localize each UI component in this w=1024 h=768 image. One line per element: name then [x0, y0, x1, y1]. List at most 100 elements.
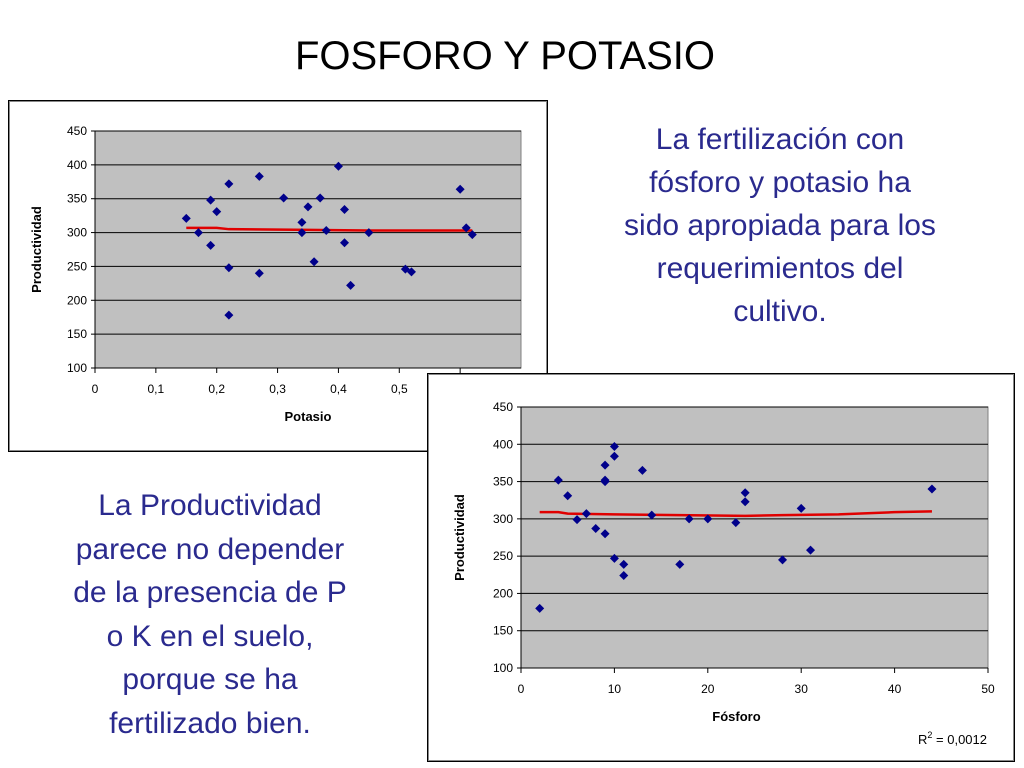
data-point	[703, 514, 713, 524]
potasio-scatter-svg: 100 150 200 250 300 350 400 450 0 0,1 0,2 0,3 0,4 0,5…	[29, 124, 522, 424]
data-point	[333, 161, 343, 171]
y-tick-label: 200	[67, 293, 87, 307]
x-tick-label: 0,2	[208, 382, 225, 396]
x-tick-label: 50	[981, 682, 995, 696]
text-line: La Productividad	[98, 489, 322, 522]
data-point	[455, 184, 465, 194]
trend-line	[539, 510, 932, 518]
x-axis-label: Potasio	[285, 409, 332, 424]
data-point	[806, 545, 816, 555]
data-point	[684, 514, 694, 524]
data-point	[581, 509, 591, 519]
data-point	[406, 267, 416, 277]
data-point	[297, 217, 307, 227]
x-tick-label: 0,3	[269, 382, 286, 396]
data-point	[212, 207, 222, 217]
data-point	[254, 268, 264, 278]
fosforo-scatter-svg: 100 150 200 250 300 350 400 450 0 10 20 30 40 50 Fósfo…	[452, 400, 995, 747]
data-point	[609, 553, 619, 563]
data-point	[303, 202, 313, 212]
text-line: La fertilización con	[655, 123, 905, 156]
x-tick-label: 0	[92, 382, 99, 396]
x-axis-label: Fósforo	[712, 709, 760, 724]
y-tick-label: 150	[67, 327, 87, 341]
data-point	[364, 228, 374, 238]
data-point	[340, 205, 350, 215]
x-tick-label: 10	[608, 682, 622, 696]
data-point	[740, 488, 750, 498]
slide-title: FOSFORO Y POTASIO	[294, 34, 716, 78]
x-tick-label: 0,5	[391, 382, 408, 396]
x-tick-label: 0,1	[148, 382, 165, 396]
text-line: de la presencia de P	[73, 576, 347, 609]
data-point	[619, 559, 629, 569]
text-line: cultivo.	[733, 295, 827, 328]
data-point	[609, 451, 619, 461]
x-tick-label: 0	[518, 682, 525, 696]
data-point	[193, 228, 203, 238]
trend-line	[186, 226, 473, 232]
productivity-text: La Productividad parece no depender de l…	[30, 484, 390, 745]
r-squared-symbol: R	[918, 732, 927, 747]
y-tick-label: 200	[493, 586, 513, 600]
data-point	[740, 497, 750, 507]
text-line: parece no depender	[75, 532, 345, 566]
data-point	[181, 213, 191, 223]
y-tick-label: 100	[67, 361, 87, 375]
y-tick-label: 250	[493, 549, 513, 563]
r-squared-value: = 0,0012	[932, 732, 987, 747]
x-tick-label: 40	[888, 682, 902, 696]
data-point	[224, 263, 234, 273]
data-point	[796, 503, 806, 513]
data-point	[224, 310, 234, 320]
data-point	[206, 195, 216, 205]
data-point	[535, 603, 545, 613]
y-tick-label: 300	[493, 512, 513, 526]
y-tick-label: 250	[67, 259, 87, 273]
text-line: porque se ha	[122, 663, 298, 696]
text-line: o K en el suelo,	[106, 619, 314, 653]
data-point	[778, 555, 788, 565]
data-point	[309, 257, 319, 267]
data-point	[609, 442, 619, 452]
y-axis-label: Productividad	[29, 206, 44, 293]
y-tick-label: 100	[493, 661, 513, 675]
y-tick-label: 350	[67, 192, 87, 206]
data-point	[279, 193, 289, 203]
x-tick-label: 30	[795, 682, 809, 696]
x-tick-label: 0,4	[330, 382, 347, 396]
data-point	[600, 529, 610, 539]
data-point	[731, 518, 741, 528]
data-point	[600, 477, 610, 487]
y-tick-label: 450	[493, 400, 513, 414]
data-point	[637, 465, 647, 475]
data-point	[340, 238, 350, 248]
data-point	[619, 571, 629, 581]
fertilization-text: La fertilización con fósforo y potasio h…	[590, 118, 970, 333]
y-tick-label: 150	[493, 624, 513, 638]
y-tick-label: 450	[67, 124, 87, 138]
data-point	[553, 475, 563, 485]
y-tick-label: 400	[67, 158, 87, 172]
data-point	[927, 484, 937, 494]
data-point	[315, 193, 325, 203]
text-line: requerimientos del	[656, 252, 904, 285]
fosforo-chart: 100 150 200 250 300 350 400 450 0 10 20 30 40 50 Fósfo…	[427, 373, 1015, 762]
data-point	[224, 179, 234, 189]
y-tick-label: 350	[493, 475, 513, 489]
r-squared-superscript: 2	[927, 730, 932, 740]
plot-area	[520, 406, 989, 669]
data-point	[297, 228, 307, 238]
x-tick-label: 20	[701, 682, 715, 696]
r-squared-annotation: R2 = 0,0012	[918, 730, 987, 747]
y-tick-label: 400	[493, 437, 513, 451]
plot-area	[94, 130, 522, 369]
data-point	[467, 230, 477, 240]
data-point	[572, 515, 582, 525]
y-axis-label: Productividad	[452, 494, 467, 581]
data-point	[600, 460, 610, 470]
data-point	[321, 226, 331, 236]
text-line: fertilizado bien.	[109, 706, 311, 740]
data-point	[675, 559, 685, 569]
data-point	[206, 240, 216, 250]
